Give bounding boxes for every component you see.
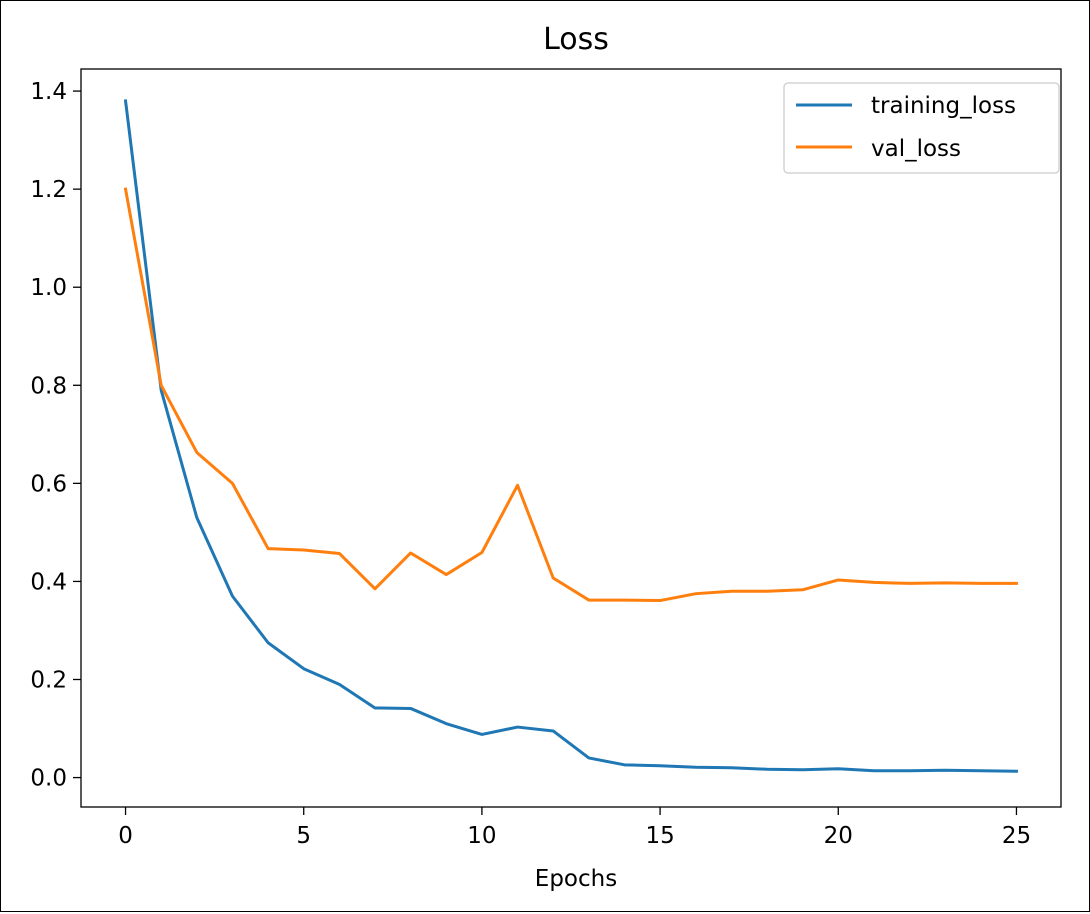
x-tick-label: 25 xyxy=(1002,823,1031,849)
legend: training_loss val_loss xyxy=(783,82,1060,174)
plot-area xyxy=(80,68,1062,808)
x-tick-label: 5 xyxy=(296,823,311,849)
series-lines xyxy=(123,99,1018,773)
legend-label-val-loss: val_loss xyxy=(871,136,961,162)
y-tick-label: 1.4 xyxy=(30,79,67,105)
chart-title: Loss xyxy=(543,22,609,57)
series-line-training-loss xyxy=(123,99,1018,773)
x-tick-label: 20 xyxy=(824,823,853,849)
x-axis-label: Epochs xyxy=(535,866,617,892)
x-tick-label: 0 xyxy=(118,823,133,849)
y-tick-label: 1.2 xyxy=(30,177,67,203)
x-tick-label: 15 xyxy=(645,823,674,849)
legend-label-training-loss: training_loss xyxy=(871,93,1016,119)
y-tick-label: 0.8 xyxy=(30,373,67,399)
y-tick-label: 0.4 xyxy=(30,569,67,595)
y-tick-label: 1.0 xyxy=(30,275,67,301)
series-line-val-loss xyxy=(123,187,1018,603)
x-axis-ticks: 0 5 10 15 20 25 xyxy=(118,807,1031,849)
legend-box xyxy=(783,82,1060,174)
y-tick-label: 0.6 xyxy=(30,471,67,497)
x-tick-label: 10 xyxy=(467,823,496,849)
y-tick-label: 0.2 xyxy=(30,668,67,694)
y-axis-ticks: 0.0 0.2 0.4 0.6 0.8 1.0 1.2 1.4 xyxy=(30,79,81,792)
y-tick-label: 0.0 xyxy=(30,766,67,792)
